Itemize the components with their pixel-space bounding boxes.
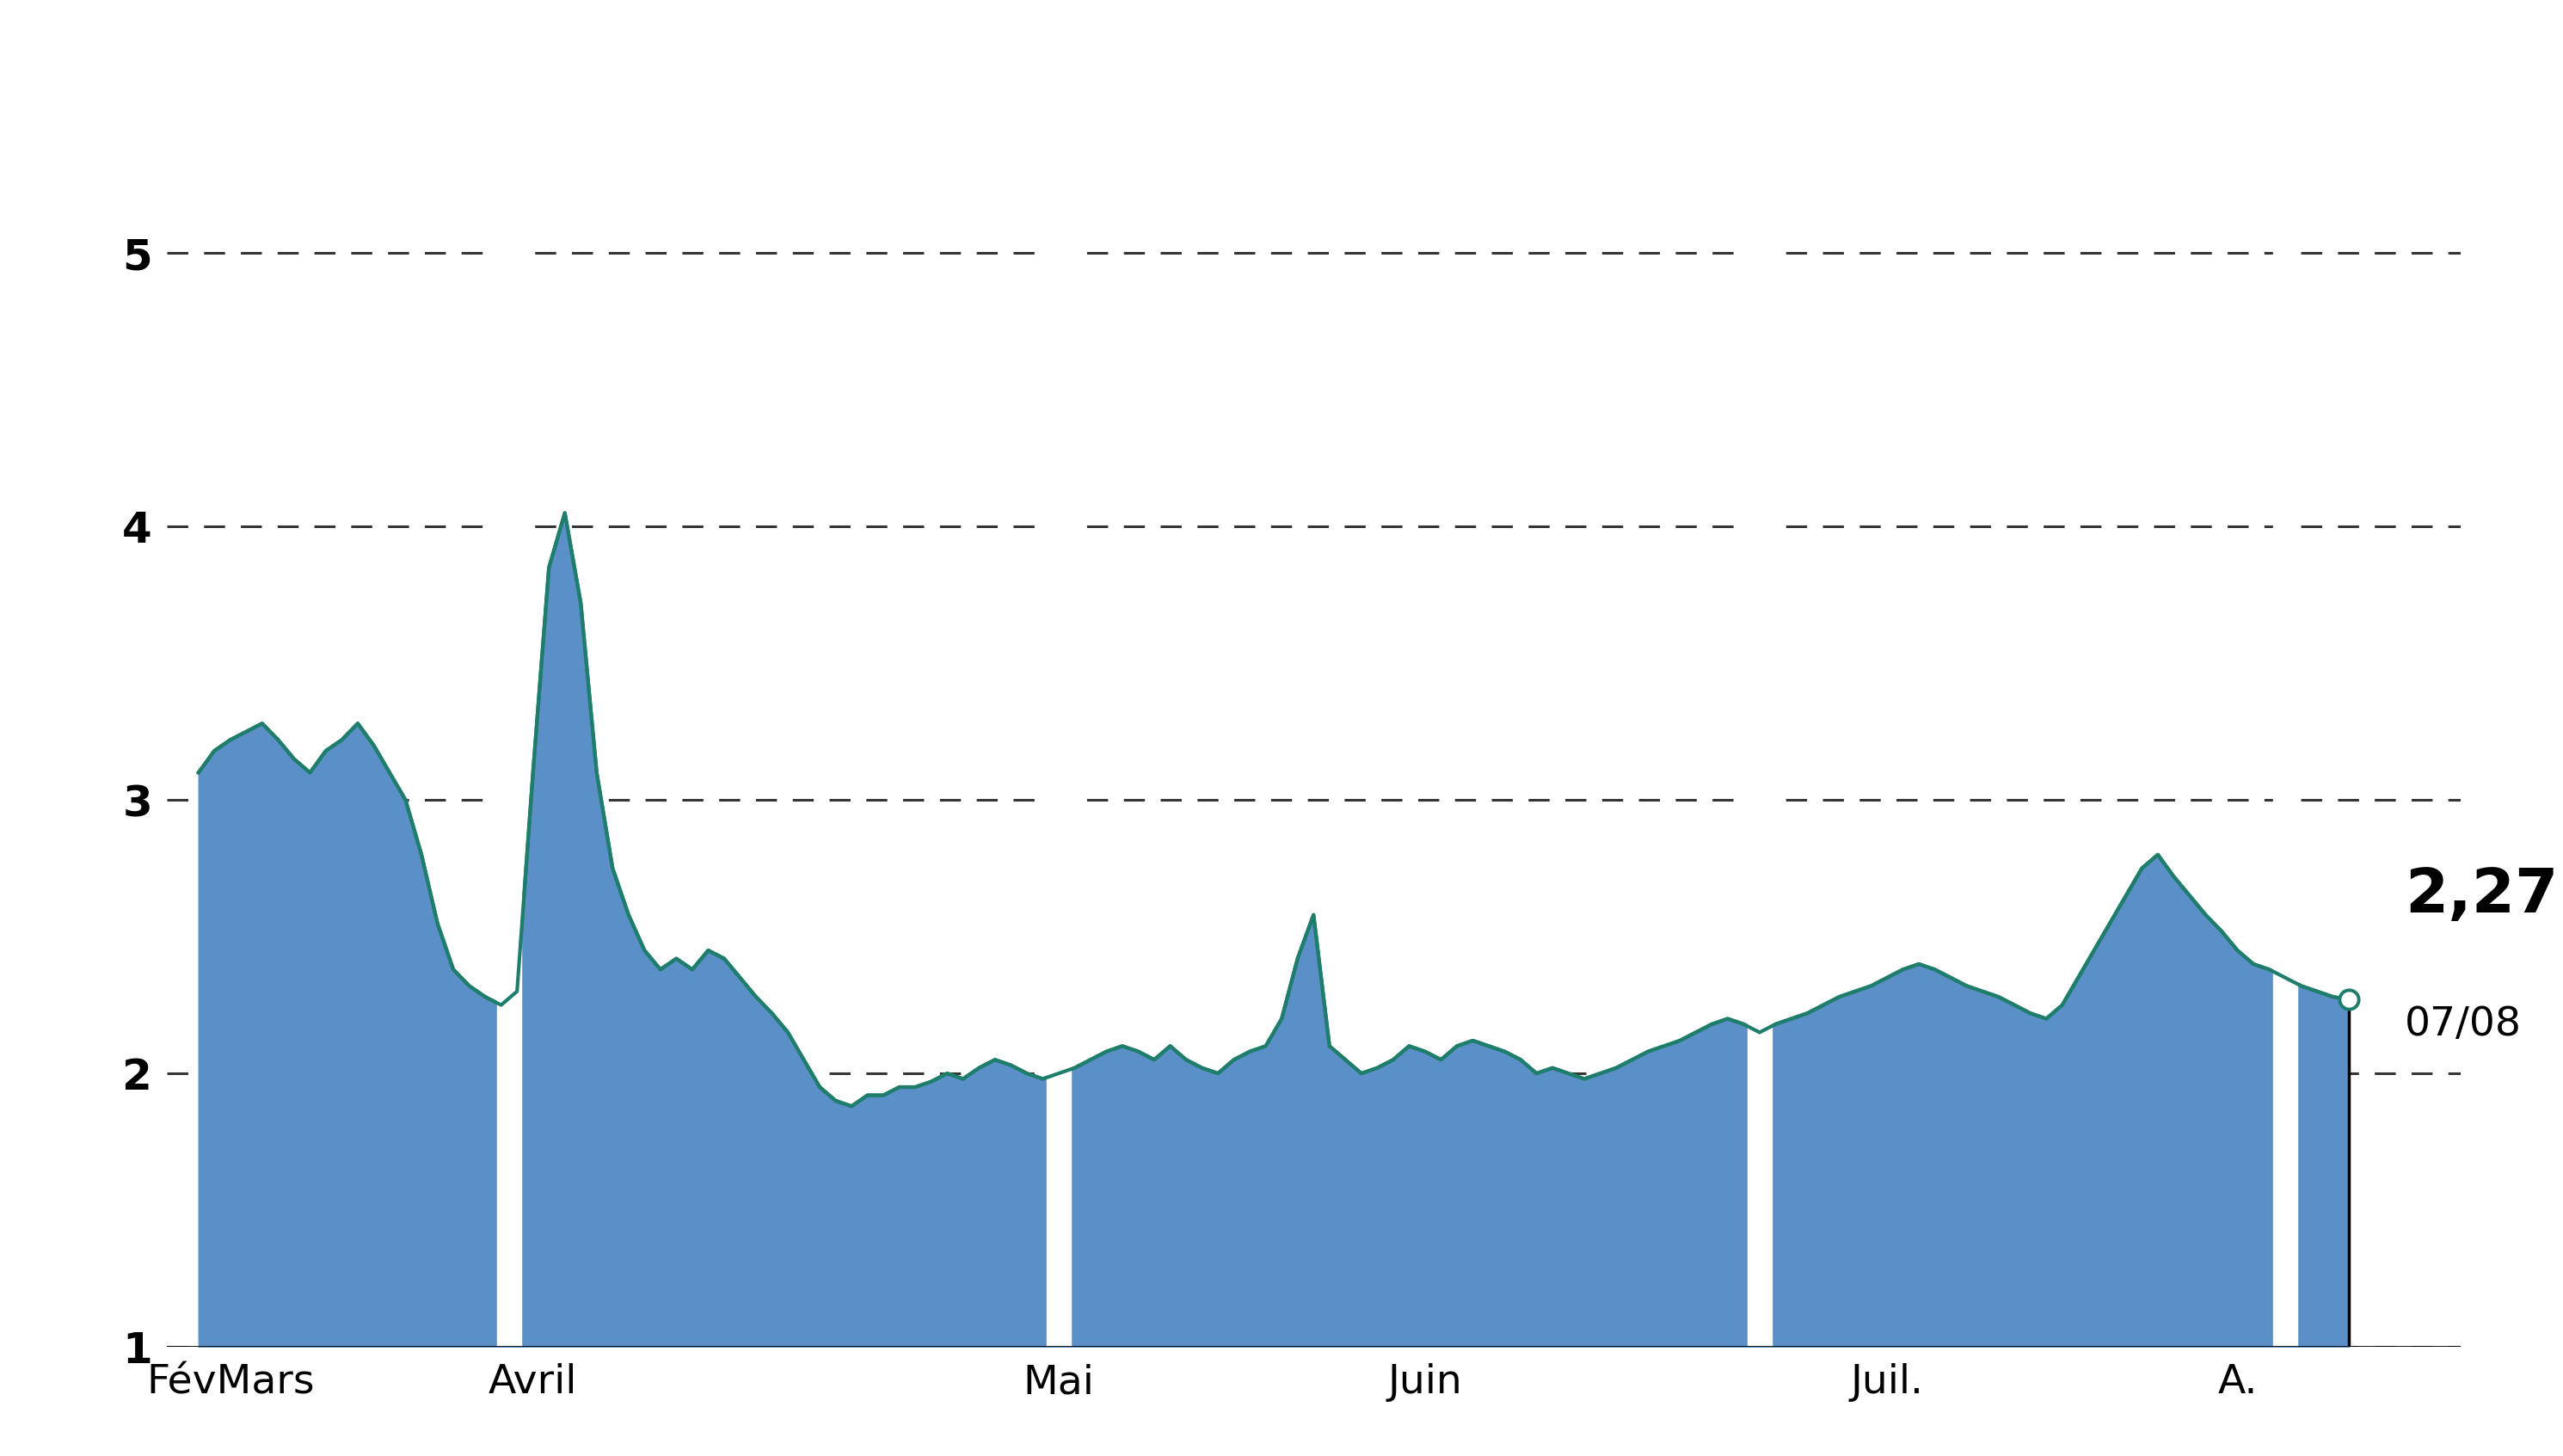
Bar <box>1748 116 1771 1347</box>
Bar <box>1046 116 1071 1347</box>
Text: Monogram Orthopaedics, Inc.: Monogram Orthopaedics, Inc. <box>564 25 1999 109</box>
Bar <box>497 116 520 1347</box>
Bar <box>2273 116 2296 1347</box>
Text: 07/08: 07/08 <box>2404 1005 2522 1044</box>
Text: 2,27: 2,27 <box>2404 866 2558 926</box>
